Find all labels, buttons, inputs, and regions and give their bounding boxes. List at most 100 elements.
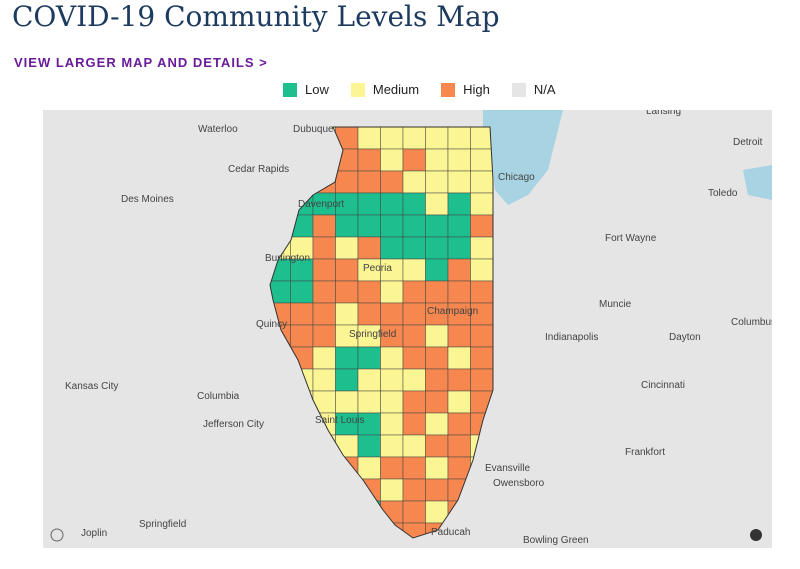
county[interactable] — [335, 280, 359, 304]
county[interactable] — [425, 258, 449, 282]
details-link[interactable]: VIEW LARGER MAP AND DETAILS > — [14, 55, 268, 70]
county[interactable] — [402, 390, 426, 414]
county[interactable] — [402, 236, 426, 260]
county[interactable] — [380, 478, 404, 502]
county[interactable] — [447, 148, 471, 172]
county[interactable] — [335, 236, 359, 260]
county[interactable] — [425, 214, 449, 238]
county[interactable] — [402, 302, 426, 326]
county[interactable] — [425, 412, 449, 436]
county[interactable] — [312, 302, 336, 326]
county[interactable] — [357, 302, 381, 326]
county[interactable] — [402, 170, 426, 194]
county[interactable] — [357, 214, 381, 238]
county[interactable] — [425, 280, 449, 304]
county[interactable] — [425, 368, 449, 392]
county[interactable] — [447, 390, 471, 414]
county[interactable] — [402, 434, 426, 458]
county[interactable] — [470, 346, 494, 370]
county[interactable] — [402, 192, 426, 216]
county[interactable] — [402, 412, 426, 436]
county[interactable] — [425, 127, 449, 150]
county[interactable] — [380, 412, 404, 436]
county[interactable] — [402, 280, 426, 304]
county[interactable] — [425, 324, 449, 348]
county[interactable] — [425, 148, 449, 172]
county[interactable] — [357, 280, 381, 304]
county[interactable] — [380, 346, 404, 370]
county[interactable] — [335, 302, 359, 326]
county[interactable] — [402, 346, 426, 370]
county[interactable] — [402, 478, 426, 502]
county[interactable] — [470, 258, 494, 282]
county[interactable] — [447, 258, 471, 282]
county[interactable] — [470, 280, 494, 304]
county[interactable] — [402, 500, 426, 524]
county[interactable] — [357, 346, 381, 370]
county[interactable] — [447, 368, 471, 392]
county[interactable] — [380, 192, 404, 216]
county[interactable] — [470, 192, 494, 216]
county[interactable] — [380, 302, 404, 326]
county[interactable] — [402, 127, 426, 150]
county[interactable] — [357, 368, 381, 392]
county[interactable] — [470, 148, 494, 172]
county[interactable] — [312, 346, 336, 370]
county[interactable] — [470, 127, 494, 150]
county[interactable] — [380, 148, 404, 172]
legend-item[interactable]: Low — [283, 82, 329, 97]
county[interactable] — [357, 127, 381, 150]
county[interactable] — [312, 258, 336, 282]
county[interactable] — [447, 127, 471, 150]
legend-item[interactable]: Medium — [350, 82, 419, 97]
county[interactable] — [312, 368, 336, 392]
county[interactable] — [425, 478, 449, 502]
county[interactable] — [402, 148, 426, 172]
county[interactable] — [402, 214, 426, 238]
county[interactable] — [447, 170, 471, 194]
county[interactable] — [312, 236, 336, 260]
county[interactable] — [312, 214, 336, 238]
county[interactable] — [425, 390, 449, 414]
county[interactable] — [425, 192, 449, 216]
county[interactable] — [335, 368, 359, 392]
county[interactable] — [380, 368, 404, 392]
county[interactable] — [290, 324, 314, 348]
county[interactable] — [357, 148, 381, 172]
county[interactable] — [335, 390, 359, 414]
county[interactable] — [447, 236, 471, 260]
county[interactable] — [425, 346, 449, 370]
county[interactable] — [380, 214, 404, 238]
county[interactable] — [290, 302, 314, 326]
county[interactable] — [380, 236, 404, 260]
county[interactable] — [425, 456, 449, 480]
county[interactable] — [290, 280, 314, 304]
county[interactable] — [402, 258, 426, 282]
info-icon[interactable] — [750, 529, 762, 541]
county[interactable] — [357, 456, 381, 480]
county[interactable] — [470, 170, 494, 194]
county[interactable] — [335, 346, 359, 370]
county[interactable] — [447, 412, 471, 436]
county[interactable] — [447, 434, 471, 458]
legend-item[interactable]: N/A — [511, 82, 556, 97]
county[interactable] — [357, 170, 381, 194]
county[interactable] — [357, 390, 381, 414]
county[interactable] — [357, 434, 381, 458]
county[interactable] — [335, 214, 359, 238]
attribution-icon[interactable] — [50, 528, 64, 542]
county[interactable] — [312, 280, 336, 304]
county[interactable] — [402, 324, 426, 348]
county[interactable] — [447, 192, 471, 216]
county[interactable] — [380, 434, 404, 458]
county[interactable] — [425, 434, 449, 458]
county[interactable] — [470, 214, 494, 238]
county[interactable] — [402, 456, 426, 480]
county[interactable] — [357, 192, 381, 216]
county[interactable] — [470, 368, 494, 392]
county[interactable] — [357, 236, 381, 260]
county[interactable] — [312, 324, 336, 348]
county[interactable] — [470, 324, 494, 348]
legend-item[interactable]: High — [441, 82, 490, 97]
county[interactable] — [335, 258, 359, 282]
